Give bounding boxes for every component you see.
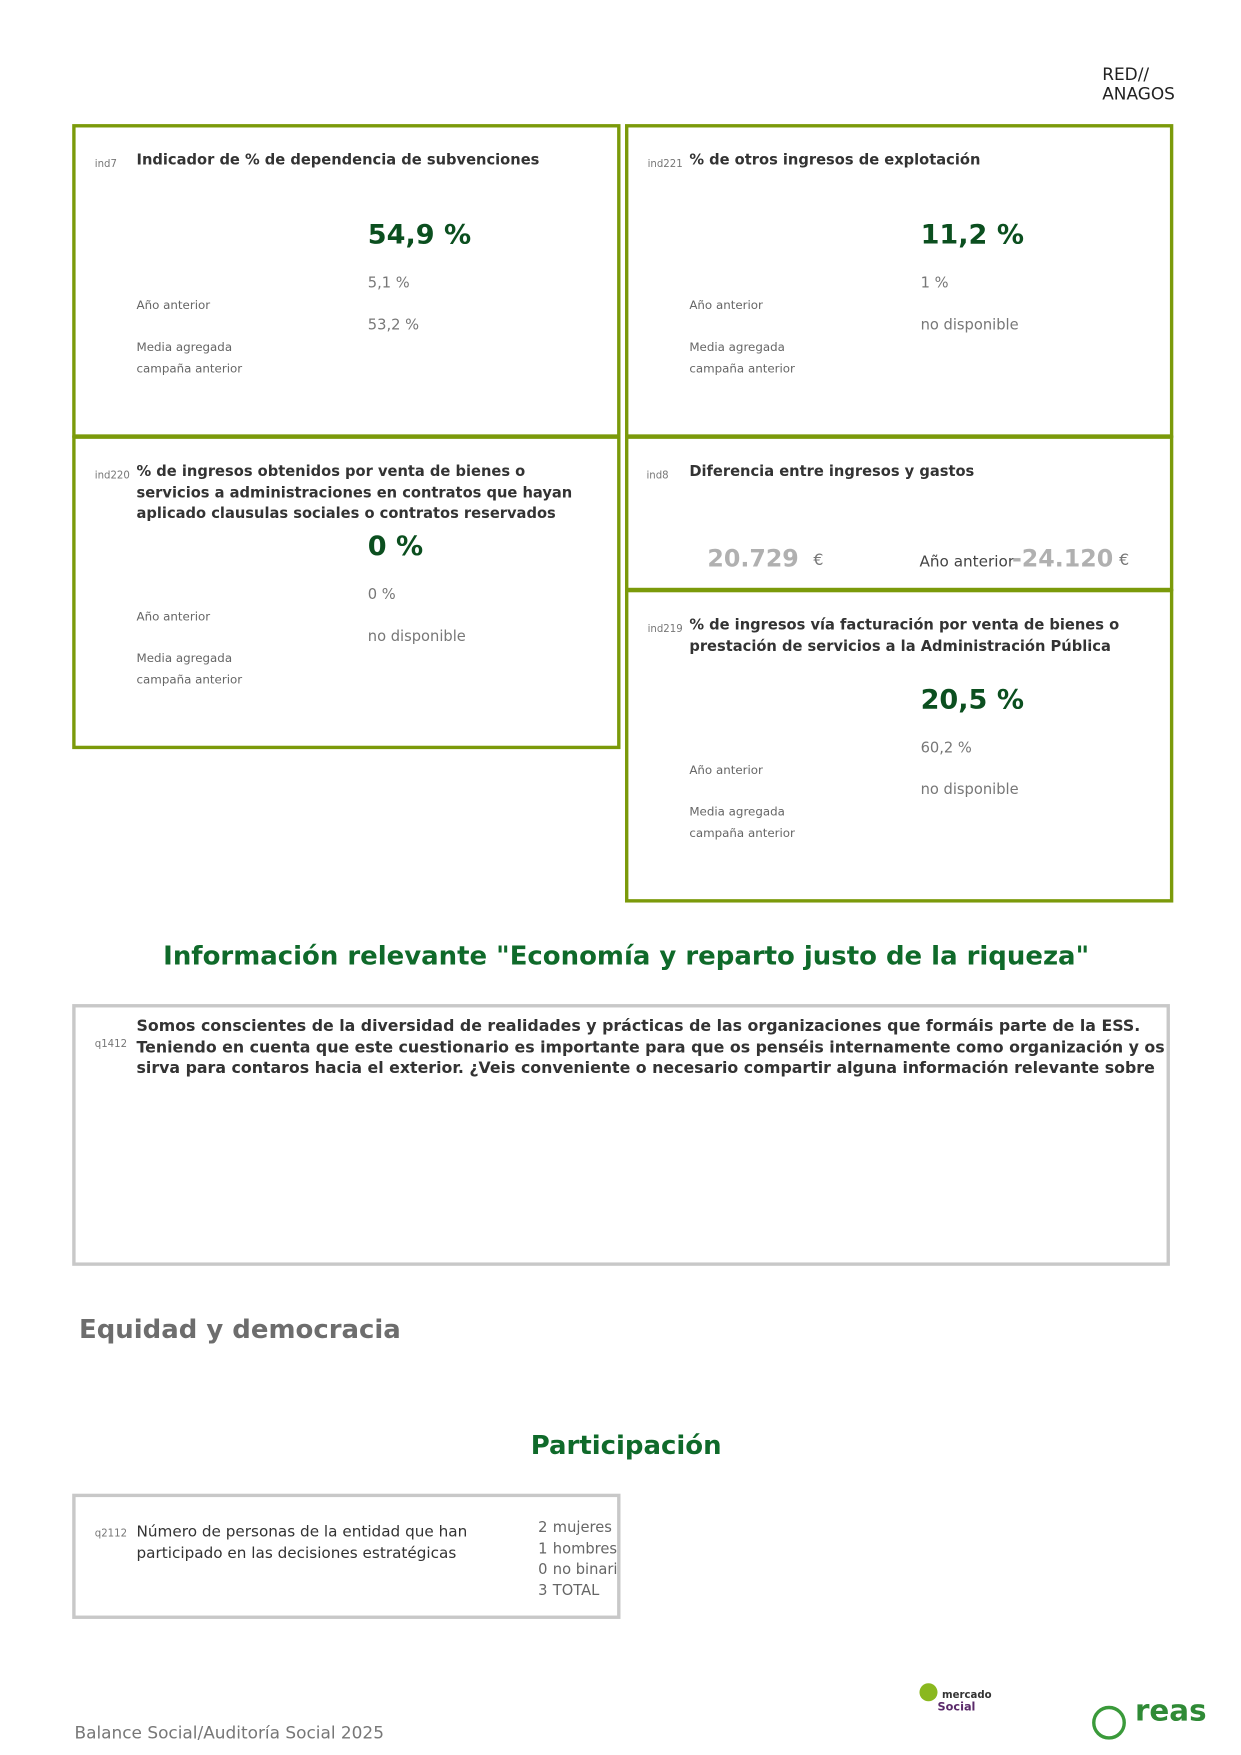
average-value: no disponible bbox=[920, 781, 1019, 799]
indicator-value: 54,9 % bbox=[367, 218, 472, 251]
answer-label: hombres bbox=[552, 1540, 618, 1558]
previous-label: Año anterior bbox=[136, 610, 211, 624]
question-line: Teniendo en cuenta que este cuestionario… bbox=[136, 1038, 1165, 1057]
average-value: no disponible bbox=[367, 628, 466, 646]
previous-label: Año anterior bbox=[689, 763, 763, 778]
question-line: participado en las decisiones estratégic… bbox=[136, 1543, 457, 1562]
logo-word: mercado bbox=[942, 1690, 992, 1702]
answer-label: mujeres bbox=[552, 1519, 612, 1537]
previous-label: Año anterior bbox=[919, 552, 1015, 571]
previous-value: 5,1 % bbox=[367, 275, 410, 293]
previous-value: 60,2 % bbox=[920, 740, 972, 758]
indicator-value: 20,5 % bbox=[920, 683, 1024, 716]
previous-label: Año anterior bbox=[689, 298, 763, 313]
previous-amount: -24.120 bbox=[1011, 544, 1114, 572]
logo-mercado-social: mercado Social bbox=[919, 1683, 998, 1719]
answer-count: 1 bbox=[538, 1540, 548, 1558]
logo-word: Social bbox=[937, 1701, 976, 1714]
answer-label: no binaria bbox=[552, 1561, 618, 1579]
indicator-title: Diferencia entre ingresos y gastos bbox=[689, 463, 975, 481]
indicator-code: ind8 bbox=[646, 470, 669, 482]
logo-top: RED// bbox=[1102, 64, 1150, 85]
indicator-code: ind7 bbox=[94, 159, 117, 171]
participation-question: Número de personas de la entidad que han… bbox=[137, 1522, 468, 1564]
indicator-code: ind221 bbox=[647, 159, 683, 171]
subsection-title: Participación bbox=[530, 1431, 722, 1461]
question-box bbox=[72, 1004, 1170, 1266]
average-label: Media agregada bbox=[136, 652, 233, 666]
answer-count: 3 bbox=[538, 1582, 548, 1600]
question-text: Somos conscientes de la diversidad de re… bbox=[137, 1016, 1165, 1079]
logo-reas: reas bbox=[1092, 1695, 1207, 1746]
average-label: campaña anterior bbox=[136, 362, 243, 376]
logo-mark bbox=[919, 1683, 938, 1702]
average-label: Media agregada bbox=[689, 340, 785, 355]
average-label: campaña anterior bbox=[689, 362, 795, 376]
average-label: Media agregada bbox=[136, 340, 233, 355]
previous-label: Año anterior bbox=[136, 298, 211, 313]
indicator-title: % de ingresos vía facturación por venta … bbox=[689, 617, 1120, 655]
area-title: Equidad y democracia bbox=[78, 1315, 401, 1345]
answer-count: 2 bbox=[538, 1519, 548, 1537]
section-title: Información relevante "Economía y repart… bbox=[163, 942, 1090, 972]
logo-word: reas bbox=[1134, 1694, 1207, 1729]
indicator-code: ind220 bbox=[94, 470, 130, 482]
question-code: q1412 bbox=[94, 1039, 128, 1051]
answer-label: TOTAL bbox=[552, 1582, 600, 1600]
average-value: 53,2 % bbox=[367, 317, 420, 334]
indicator-value: 0 % bbox=[367, 530, 424, 562]
average-label: campaña anterior bbox=[689, 826, 795, 841]
average-label: campaña anterior bbox=[136, 673, 243, 688]
indicator-title: Indicador de % de dependencia de subvenc… bbox=[136, 152, 540, 170]
indicator-box bbox=[625, 435, 1174, 592]
indicator-title: % de ingresos obtenidos por venta de bie… bbox=[136, 463, 573, 523]
indicator-box bbox=[72, 435, 621, 750]
answer-count: 0 bbox=[538, 1561, 548, 1579]
participation-box bbox=[72, 1493, 621, 1619]
average-label: Media agregada bbox=[689, 805, 785, 820]
logo-bottom: ANAGOS bbox=[1102, 83, 1175, 104]
indicator-code: ind219 bbox=[647, 623, 683, 636]
footer-text: Balance Social/Auditoría Social 2025 bbox=[74, 1722, 384, 1744]
indicator-value: 11,2 % bbox=[920, 218, 1024, 251]
question-line: Número de personas de la entidad que han bbox=[136, 1523, 468, 1542]
previous-value: 0 % bbox=[367, 586, 396, 604]
indicator-title: % de otros ingresos de explotación bbox=[689, 152, 981, 170]
average-value: no disponible bbox=[920, 317, 1019, 334]
logo-globe bbox=[1092, 1705, 1126, 1740]
participation-code: q2112 bbox=[94, 1528, 128, 1540]
currency: € bbox=[1119, 551, 1130, 570]
currency: € bbox=[813, 551, 824, 570]
balance-amount: 20.729 bbox=[707, 544, 799, 572]
question-line: Somos conscientes de la diversidad de re… bbox=[136, 1017, 1141, 1036]
question-line: sirva para contaros hacia el exterior. ¿… bbox=[136, 1059, 1155, 1078]
previous-value: 1 % bbox=[920, 275, 949, 293]
